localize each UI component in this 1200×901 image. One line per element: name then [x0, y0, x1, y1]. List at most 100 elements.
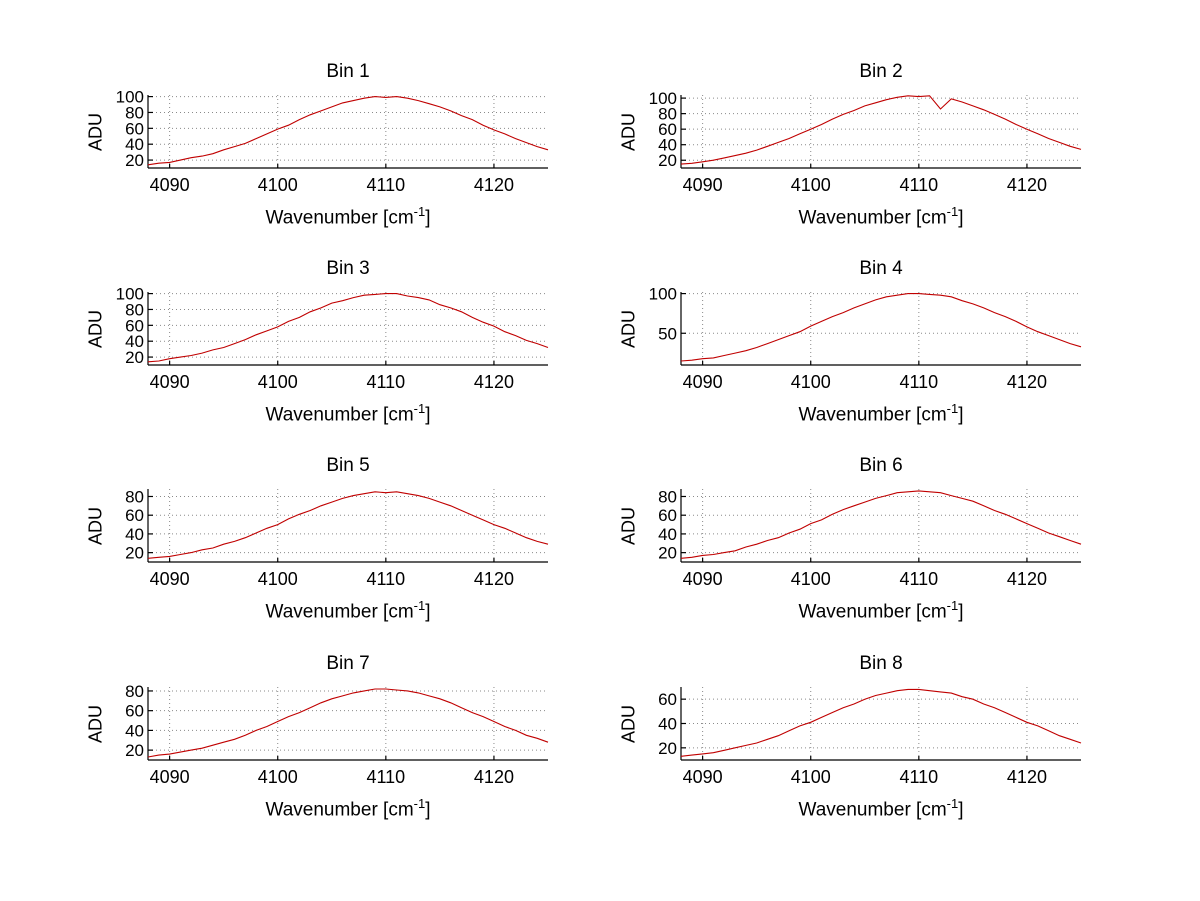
grid-lines [681, 292, 1081, 365]
x-tick-label: 4090 [683, 175, 723, 195]
x-axis-label-text: Wavenumber [cm [265, 404, 414, 426]
grid-lines [148, 95, 548, 168]
x-tick-label: 4100 [791, 175, 831, 195]
x-axis-label-superscript: -1 [413, 401, 426, 416]
axes-spines [680, 489, 1081, 563]
axes-spines [680, 687, 1081, 761]
y-tick-label: 20 [658, 544, 677, 563]
x-axis-label: Wavenumber [cm-1] [681, 401, 1081, 426]
y-tick-label: 60 [125, 119, 144, 138]
y-tick-label: 100 [116, 285, 144, 304]
x-tick-label: 4120 [474, 372, 514, 392]
x-axis-label-superscript: -1 [413, 204, 426, 219]
y-tick-label: 40 [125, 135, 144, 154]
x-tick-label: 4100 [791, 569, 831, 589]
x-tick-label: 4100 [258, 372, 298, 392]
x-axis-label-superscript: -1 [413, 598, 426, 613]
x-tick-label: 4120 [1007, 767, 1047, 787]
y-tick-label: 40 [658, 525, 677, 544]
grid-lines [681, 95, 1081, 168]
y-tick-label: 20 [658, 739, 677, 758]
subplot-title: Bin 6 [859, 455, 903, 476]
grid-lines [681, 489, 1081, 562]
x-axis-label-superscript: -1 [946, 796, 959, 811]
axes-spines [147, 95, 548, 169]
x-tick-label: 4120 [474, 569, 514, 589]
x-axis-label-text: Wavenumber [cm [265, 601, 414, 623]
x-axis-label-superscript: -1 [946, 204, 959, 219]
subplot-title: Bin 1 [326, 61, 370, 82]
x-tick-label: 4110 [899, 372, 938, 392]
x-tick-label: 4120 [474, 767, 514, 787]
x-axis-label-close-bracket: ] [958, 601, 964, 623]
y-tick-label: 60 [125, 702, 144, 721]
x-axis-label-text: Wavenumber [cm [798, 404, 947, 426]
spectrum-line [680, 95, 1082, 165]
grid-lines [681, 687, 1081, 760]
subplot-plot: 50 100 4090 4100 4110 4120 [649, 285, 1082, 392]
x-tick-label: 4090 [683, 372, 723, 392]
axes-spines [147, 489, 548, 563]
x-tick-label: 4110 [366, 372, 405, 392]
y-tick-label: 40 [125, 525, 144, 544]
y-tick-label: 20 [125, 348, 144, 367]
y-tick-label: 40 [125, 721, 144, 740]
x-axis-label: Wavenumber [cm-1] [681, 204, 1081, 229]
y-tick-label: 100 [116, 88, 144, 107]
axes-spines [680, 292, 1081, 366]
y-tick-label: 40 [658, 715, 677, 734]
grid-lines [148, 489, 548, 562]
y-tick-label: 20 [125, 741, 144, 760]
x-tick-label: 4090 [683, 569, 723, 589]
x-tick-label: 4110 [899, 175, 938, 195]
spectrum-line [680, 490, 1082, 559]
spectrum-line [147, 491, 549, 559]
y-tick-label: 80 [658, 487, 677, 506]
x-axis-label-close-bracket: ] [425, 601, 431, 623]
y-tick-label: 50 [658, 324, 677, 343]
y-tick-label: 80 [125, 487, 144, 506]
x-tick-label: 4100 [258, 175, 298, 195]
y-tick-label: 60 [658, 690, 677, 709]
y-tick-label: 60 [125, 316, 144, 335]
x-tick-label: 4110 [366, 175, 405, 195]
x-tick-label: 4090 [683, 767, 723, 787]
x-tick-label: 4120 [1007, 175, 1047, 195]
subplot-title: Bin 4 [859, 258, 903, 279]
spectrum-line [680, 688, 1082, 757]
subplot-plot: 20 40 60 4090 4100 4110 4120 [658, 687, 1082, 787]
x-tick-label: 4120 [474, 175, 514, 195]
y-tick-label: 100 [649, 89, 677, 108]
x-tick-label: 4090 [150, 175, 190, 195]
y-tick-label: 80 [125, 682, 144, 701]
x-tick-label: 4090 [150, 372, 190, 392]
x-tick-label: 4110 [366, 569, 405, 589]
spectrum-line [147, 688, 549, 758]
spectrum-line [680, 293, 1082, 362]
axes-spines [680, 95, 1081, 169]
y-tick-label: 100 [649, 285, 677, 304]
x-axis-label: Wavenumber [cm-1] [148, 796, 548, 821]
axes-spines [147, 687, 548, 761]
y-tick-label: 60 [658, 120, 677, 139]
y-tick-label: 80 [658, 105, 677, 124]
subplot-title: Bin 5 [326, 455, 370, 476]
x-axis-label-text: Wavenumber [cm [798, 207, 947, 229]
x-tick-label: 4100 [791, 767, 831, 787]
grid-lines [148, 687, 548, 760]
subplot-title: Bin 8 [859, 653, 903, 674]
x-axis-label-close-bracket: ] [425, 799, 431, 821]
y-tick-label: 80 [125, 300, 144, 319]
axes-spines [147, 292, 548, 366]
x-axis-label-close-bracket: ] [958, 404, 964, 426]
x-axis-label-superscript: -1 [946, 401, 959, 416]
x-tick-label: 4110 [366, 767, 405, 787]
subplot-title: Bin 2 [859, 61, 903, 82]
